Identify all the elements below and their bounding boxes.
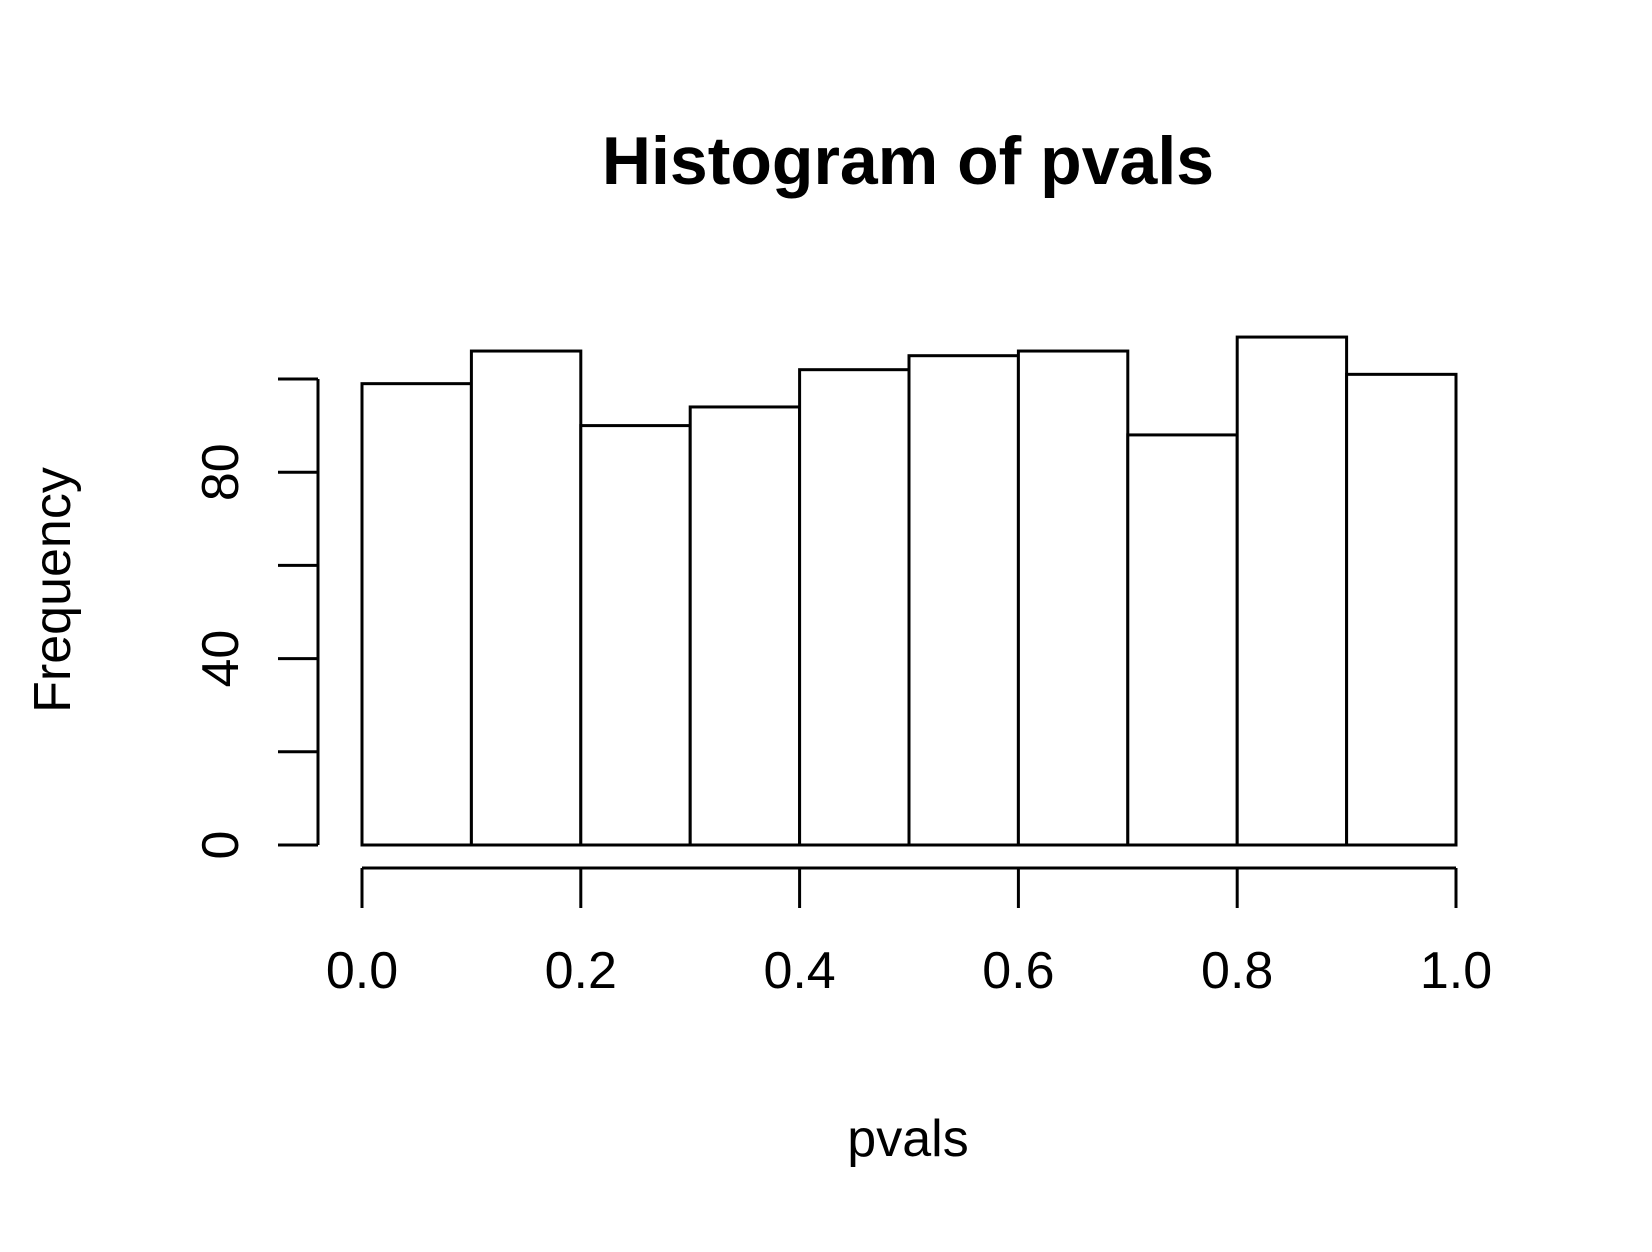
histogram-bar <box>469 349 583 847</box>
x-tick-label: 0.4 <box>763 942 835 1000</box>
x-tick-label: 0.0 <box>326 942 398 1000</box>
y-tick-label: 0 <box>192 831 250 860</box>
bars-group <box>360 335 1458 847</box>
histogram-bar <box>1235 335 1349 847</box>
histogram-bar <box>360 382 473 847</box>
histogram-bar <box>907 354 1020 847</box>
histogram-bar <box>1126 433 1239 847</box>
histogram-bar <box>579 424 692 847</box>
x-tick-label: 0.2 <box>545 942 617 1000</box>
x-tick-label: 0.6 <box>982 942 1054 1000</box>
histogram-bar <box>1016 349 1130 847</box>
histogram-bar <box>688 405 802 847</box>
x-tick-label: 0.8 <box>1201 942 1273 1000</box>
x-axis: 0.0 0.2 0.4 0.6 0.8 1.0 <box>326 866 1492 1000</box>
y-tick-label: 40 <box>192 630 250 688</box>
histogram-bar <box>1345 372 1458 847</box>
y-tick-label: 80 <box>192 443 250 501</box>
x-axis-title: pvals <box>847 1110 968 1168</box>
x-tick-label: 1.0 <box>1420 942 1492 1000</box>
y-axis-title: Frequency <box>24 467 82 713</box>
histogram-bar <box>798 368 911 847</box>
chart-title: Histogram of pvals <box>602 123 1214 199</box>
y-axis: 0 40 80 <box>192 377 320 860</box>
